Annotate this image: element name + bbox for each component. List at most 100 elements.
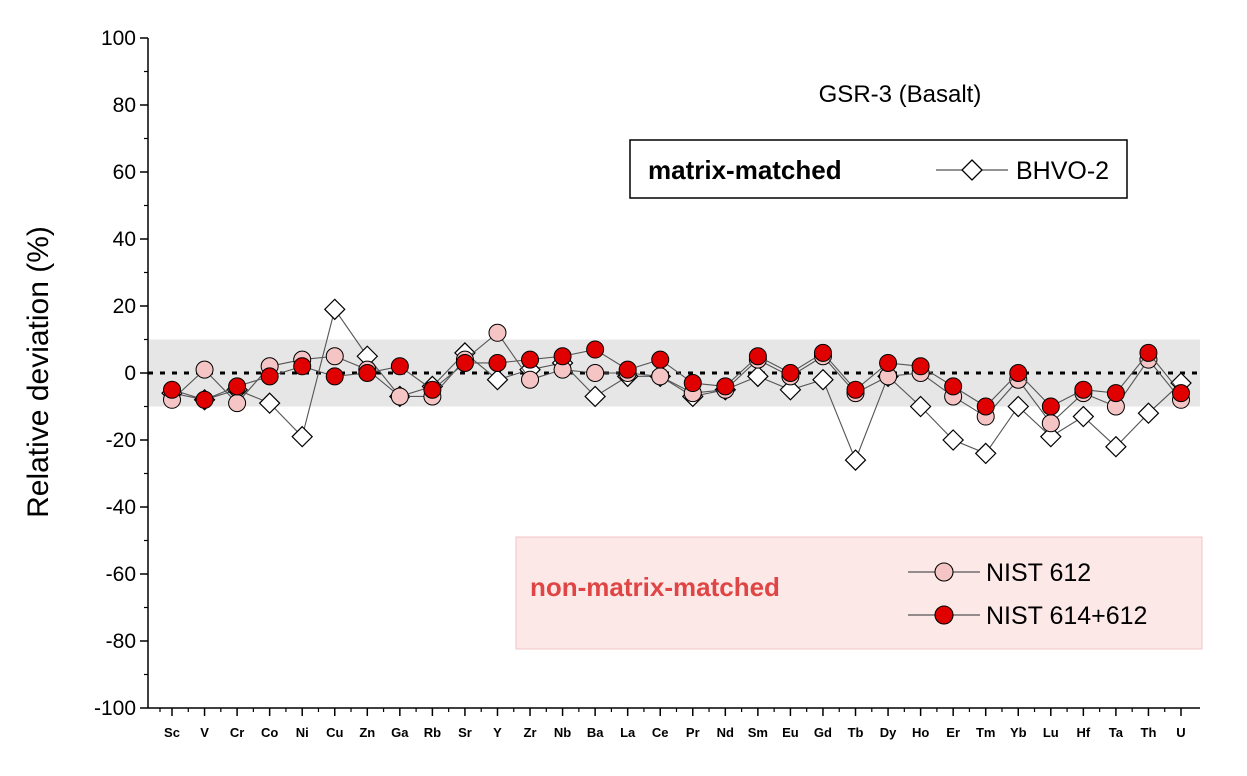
x-tick-label: U — [1176, 725, 1185, 740]
y-tick-label: 40 — [113, 228, 136, 251]
point-nist-614-612 — [618, 360, 637, 379]
x-tick-label: Hf — [1076, 725, 1090, 740]
point-nist-614-612 — [260, 367, 279, 386]
y-axis-title: Relative deviation (%) — [22, 226, 55, 518]
x-tick-label: Gd — [814, 725, 832, 740]
point-nist-614-612 — [911, 357, 930, 376]
point-bhvo-2 — [1007, 395, 1030, 418]
point-bhvo-2 — [584, 385, 606, 408]
y-tick-label: -80 — [106, 630, 136, 653]
legend-label-bhvo2: BHVO-2 — [1016, 157, 1109, 185]
y-tick-label: 60 — [113, 161, 136, 184]
y-tick-label: -40 — [106, 496, 136, 519]
point-bhvo-2 — [812, 368, 834, 391]
y-tick-label: 20 — [113, 295, 136, 318]
point-nist-614-612 — [586, 340, 605, 359]
point-nist-614-612 — [781, 364, 800, 382]
point-nist-614-612 — [748, 347, 767, 366]
legend-marker-nist612 — [934, 562, 954, 582]
point-bhvo-2 — [291, 425, 314, 448]
legend-box-non-matrix-matched — [515, 536, 1203, 650]
point-nist-614-612 — [879, 353, 898, 372]
x-tick-label: Nd — [717, 725, 734, 740]
x-tick-label: Ta — [1109, 725, 1124, 740]
x-tick-label: Cu — [326, 725, 343, 740]
point-nist-614-612 — [423, 380, 442, 399]
y-tick-label: -60 — [106, 563, 136, 586]
point-nist-614-612 — [195, 390, 214, 409]
point-nist-614-612 — [358, 364, 377, 382]
point-nist-614-612 — [553, 347, 572, 366]
x-tick-label: Sc — [164, 725, 180, 740]
point-nist-614-612 — [293, 357, 312, 376]
legend-label-nist614612: NIST 614+612 — [986, 602, 1147, 630]
x-tick-label: Dy — [880, 725, 897, 740]
point-bhvo-2 — [486, 368, 509, 391]
point-bhvo-2 — [1137, 402, 1160, 425]
point-nist-614-612 — [488, 353, 507, 372]
point-bhvo-2 — [779, 378, 802, 401]
chart-title: GSR-3 (Basalt) — [819, 81, 982, 108]
point-nist-614-612 — [683, 374, 702, 393]
point-nist-614-612 — [1172, 384, 1190, 403]
legend-box-matrix-matched — [629, 139, 1128, 199]
point-nist-614-612 — [1106, 384, 1125, 403]
point-nist-612 — [228, 394, 247, 413]
x-tick-label: Cr — [230, 725, 244, 740]
y-tick-label: -100 — [94, 697, 136, 720]
point-nist-614-612 — [521, 350, 540, 369]
point-nist-612 — [521, 370, 540, 389]
x-tick-label: Tb — [848, 725, 864, 740]
point-nist-614-612 — [1074, 380, 1093, 399]
point-nist-612 — [195, 360, 214, 379]
x-tick-label: Th — [1141, 725, 1157, 740]
x-tick-label: Er — [946, 725, 960, 740]
point-bhvo-2 — [942, 429, 965, 451]
x-tick-label: Ga — [391, 725, 409, 740]
point-nist-612 — [1041, 414, 1060, 433]
x-tick-label: Ho — [912, 725, 929, 740]
point-bhvo-2 — [323, 298, 346, 321]
point-nist-612 — [488, 323, 507, 342]
x-tick-label: Co — [261, 725, 278, 740]
point-nist-614-612 — [390, 357, 409, 376]
point-nist-614-612 — [944, 377, 963, 396]
x-tick-label: Rb — [424, 725, 441, 740]
x-tick-label: La — [620, 725, 636, 740]
x-tick-label: Nb — [554, 725, 571, 740]
point-nist-614-612 — [716, 377, 735, 396]
x-tick-label: Tm — [976, 725, 996, 740]
point-nist-614-612 — [1009, 364, 1028, 382]
x-tick-label: Yb — [1010, 725, 1027, 740]
x-tick-label: Pr — [686, 725, 700, 740]
point-nist-614-612 — [163, 380, 181, 399]
point-nist-612 — [586, 364, 605, 382]
point-bhvo-2 — [1072, 405, 1095, 428]
point-bhvo-2 — [909, 395, 932, 418]
x-tick-label: Eu — [782, 725, 799, 740]
y-tick-label: 100 — [101, 27, 136, 50]
legend-marker-bhvo2 — [961, 159, 983, 181]
x-tick-label: Lu — [1043, 725, 1059, 740]
legend-matrix-matched: matrix-matched BHVO-2 — [629, 139, 1128, 199]
point-nist-614-612 — [228, 377, 247, 396]
legend-label-nist612: NIST 612 — [986, 559, 1091, 587]
point-bhvo-2 — [844, 449, 867, 471]
point-nist-612 — [390, 387, 409, 406]
point-nist-614-612 — [813, 343, 832, 362]
x-tick-label: V — [200, 725, 209, 740]
x-tick-label: Ba — [587, 725, 604, 740]
point-bhvo-2 — [1105, 435, 1127, 458]
point-nist-614-612 — [1139, 343, 1158, 362]
point-nist-614-612 — [1041, 397, 1060, 416]
x-tick-label: Sr — [458, 725, 472, 740]
point-nist-612 — [651, 367, 670, 386]
x-tick-label: Zr — [524, 725, 537, 740]
point-bhvo-2 — [1039, 425, 1062, 448]
point-nist-614-612 — [846, 380, 865, 399]
point-nist-614-612 — [976, 397, 995, 416]
x-tick-label: Ni — [296, 725, 309, 740]
y-tick-label: 80 — [113, 94, 136, 117]
x-tick-label: Y — [493, 725, 502, 740]
